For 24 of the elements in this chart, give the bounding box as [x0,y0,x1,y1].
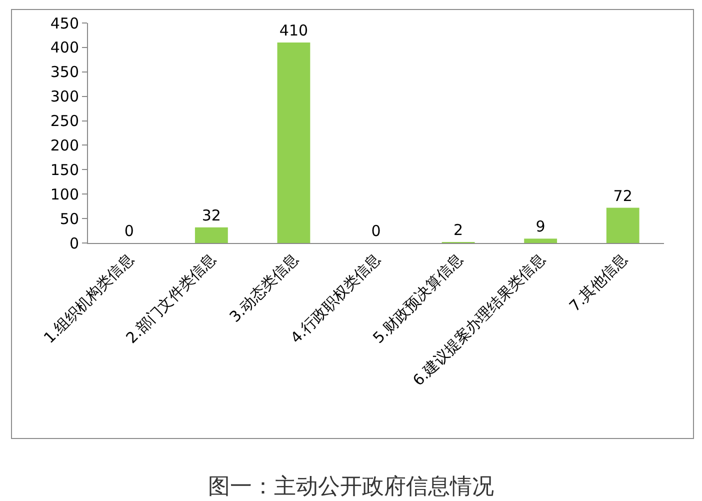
data-label: 9 [536,218,546,236]
bar [524,238,558,243]
data-label: 410 [279,22,308,40]
y-tick-label: 50 [60,210,79,228]
data-label: 72 [613,186,632,205]
data-label: 32 [202,206,221,224]
y-tick-label: 300 [50,88,79,106]
y-tick-label: 350 [50,63,79,82]
y-tick-label: 100 [50,185,79,204]
y-tick-label: 150 [50,160,79,179]
y-tick-label: 200 [50,136,79,154]
x-tick-label: 7.其他信息 [566,250,631,316]
bar [194,227,228,243]
data-label: 0 [124,222,134,240]
data-label: 2 [454,221,464,240]
y-tick-label: 400 [50,38,79,57]
text: 图一：主动公开政府信息情况 [208,474,494,500]
data-label: 0 [371,222,381,240]
y-tick-label: 450 [50,14,79,32]
y-tick-label: 0 [69,234,79,252]
y-tick-label: 250 [50,112,79,130]
bar [606,208,640,243]
x-tick-label: 3.动态类信息 [226,250,302,326]
bar [277,42,310,243]
